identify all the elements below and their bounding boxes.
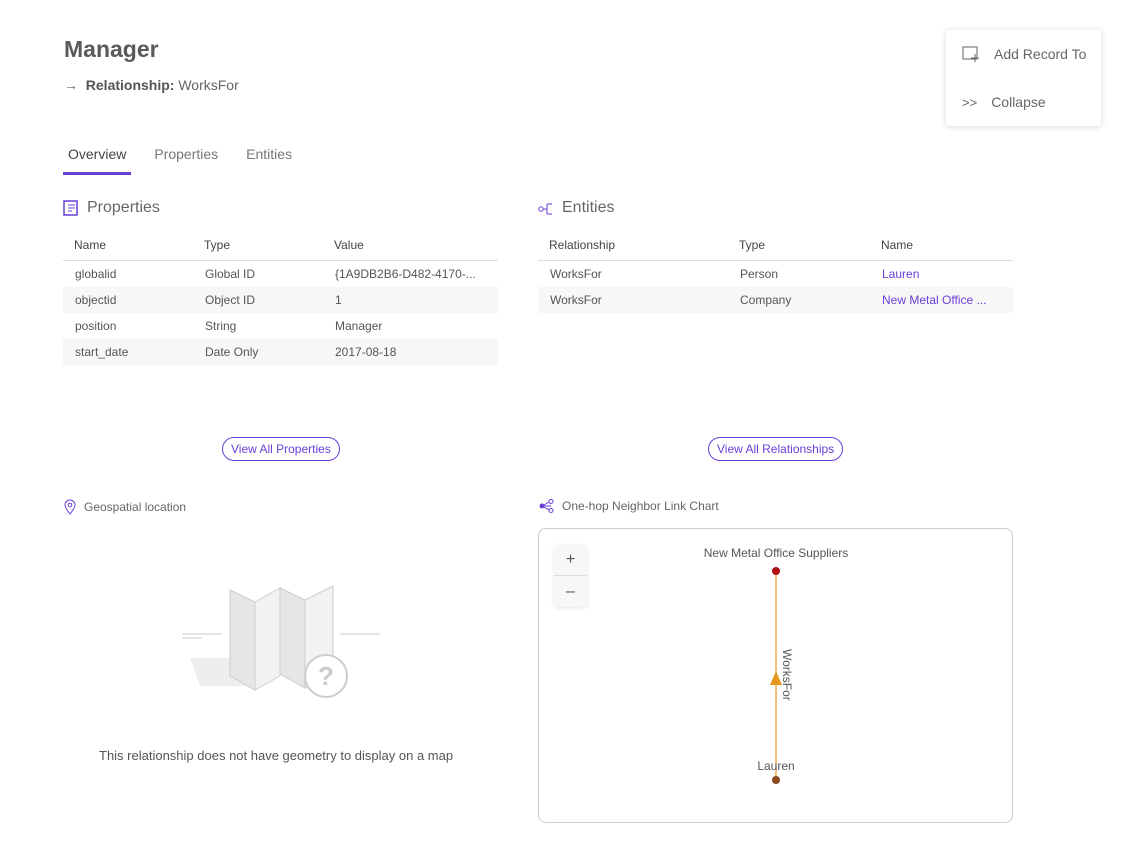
edge-label: WorksFor xyxy=(780,649,794,701)
column-header: Name xyxy=(870,230,1013,261)
collapse-button[interactable]: >> Collapse xyxy=(946,78,1101,126)
table-cell: start_date xyxy=(63,339,193,365)
relationship-subtitle: → Relationship: WorksFor xyxy=(64,77,239,93)
node-lauren[interactable] xyxy=(772,776,780,784)
table-cell: 2017-08-18 xyxy=(323,339,498,365)
table-cell: WorksFor xyxy=(550,267,602,281)
table-cell: WorksFor xyxy=(538,287,728,313)
table-cell: Company xyxy=(728,287,870,313)
entities-table: Relationship Type Name WorksFor Person Laure… xyxy=(538,230,1013,313)
column-header: Relationship xyxy=(538,230,728,261)
properties-heading: Properties xyxy=(63,199,160,217)
link-chart[interactable]: + – New Metal Office Suppliers Lauren Wo… xyxy=(538,528,1013,823)
relationship-label: Relationship: xyxy=(85,77,175,93)
table-row: WorksFor Person Lauren xyxy=(538,261,1013,288)
table-cell: globalid xyxy=(75,267,117,281)
properties-table: Name Type Value globalid Global ID {1A9DB2B6… xyxy=(63,230,498,365)
column-header: Type xyxy=(193,230,323,261)
table-cell: Person xyxy=(740,267,779,281)
tab-bar: Overview Properties Entities xyxy=(63,143,315,175)
table-row: WorksFor Company New Metal Office ... xyxy=(538,287,1013,313)
tab-properties[interactable]: Properties xyxy=(154,146,219,162)
svg-text:?: ? xyxy=(318,661,334,691)
table-row: position String Manager xyxy=(63,313,498,339)
table-cell: String xyxy=(205,319,237,333)
add-record-to-button[interactable]: Add Record To xyxy=(946,30,1101,78)
no-map-illustration: ? xyxy=(182,585,380,698)
zoom-out-button[interactable]: – xyxy=(566,582,575,600)
link-chart-heading: One-hop Neighbor Link Chart xyxy=(538,499,719,513)
view-all-properties-button[interactable]: View All Properties xyxy=(222,437,340,461)
no-geometry-message: This relationship does not have geometry… xyxy=(99,748,454,763)
entities-heading: Entities xyxy=(538,199,614,217)
zoom-in-button[interactable]: + xyxy=(554,545,587,576)
table-row: objectid Object ID 1 xyxy=(63,287,498,313)
tab-entities[interactable]: Entities xyxy=(246,146,293,162)
add-record-label: Add Record To xyxy=(994,46,1087,62)
edge-arrow-icon xyxy=(770,671,782,685)
table-cell: objectid xyxy=(63,287,193,313)
table-cell: position xyxy=(75,319,117,333)
column-header: Name xyxy=(63,230,193,261)
add-record-icon xyxy=(962,46,979,62)
table-row: globalid Global ID {1A9DB2B6-D482-4170-... xyxy=(63,261,498,288)
table-cell: Manager xyxy=(335,319,383,333)
table-cell[interactable]: New Metal Office ... xyxy=(870,287,1013,313)
actions-menu: Add Record To >> Collapse xyxy=(946,30,1101,126)
collapse-label: Collapse xyxy=(991,94,1046,110)
double-chevron-right-icon: >> xyxy=(962,94,978,110)
relationship-value: WorksFor xyxy=(178,77,239,93)
table-cell: Global ID xyxy=(205,267,256,281)
tab-overview[interactable]: Overview xyxy=(63,143,132,175)
zoom-controls: + – xyxy=(554,545,587,607)
table-cell: Date Only xyxy=(193,339,323,365)
node-label: Lauren xyxy=(757,759,794,773)
arrow-right-icon: → xyxy=(64,77,78,93)
view-all-relationships-button[interactable]: View All Relationships xyxy=(708,437,844,461)
link-chart-canvas: New Metal Office Suppliers Lauren WorksF… xyxy=(704,546,849,784)
column-header: Value xyxy=(323,230,498,261)
column-header: Type xyxy=(728,230,870,261)
table-cell: Object ID xyxy=(193,287,323,313)
table-cell[interactable]: Lauren xyxy=(882,267,920,281)
table-cell: {1A9DB2B6-D482-4170-... xyxy=(335,267,476,281)
location-pin-icon xyxy=(64,499,76,515)
table-row: start_date Date Only 2017-08-18 xyxy=(63,339,498,365)
entities-icon xyxy=(538,203,552,215)
properties-icon xyxy=(63,200,78,216)
node-new-metal-office-suppliers[interactable] xyxy=(772,567,780,575)
geospatial-heading: Geospatial location xyxy=(64,499,186,515)
page-title: Manager xyxy=(64,36,159,62)
table-cell: 1 xyxy=(323,287,498,313)
node-label: New Metal Office Suppliers xyxy=(704,546,849,560)
link-chart-icon xyxy=(539,499,554,513)
